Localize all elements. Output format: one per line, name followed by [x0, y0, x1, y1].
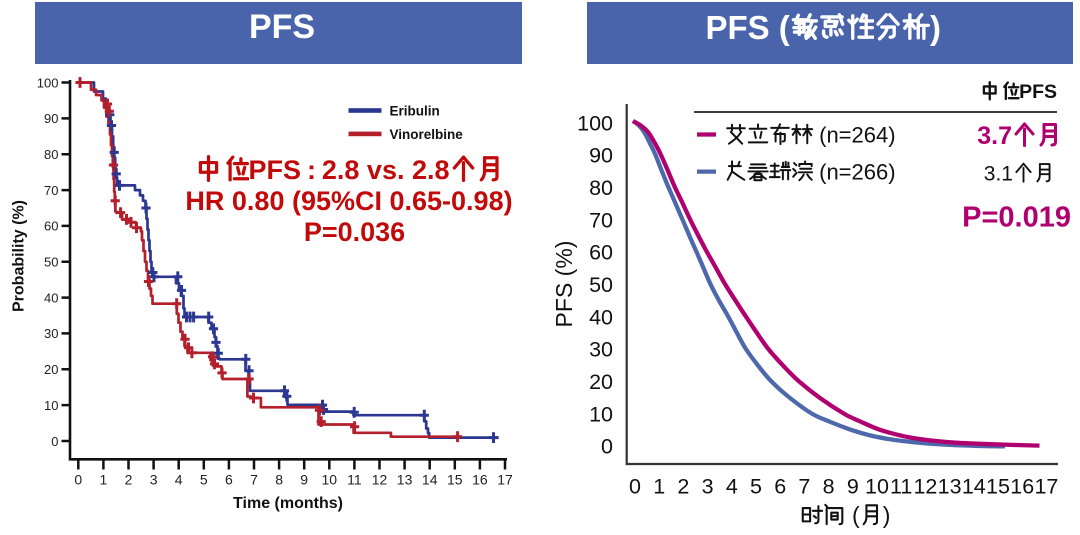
- svg-text:12: 12: [372, 472, 388, 488]
- svg-text:20: 20: [589, 370, 613, 394]
- svg-text:8: 8: [823, 475, 835, 499]
- svg-text:13: 13: [397, 472, 413, 488]
- svg-text:6: 6: [774, 475, 786, 499]
- svg-text:80: 80: [589, 176, 613, 200]
- svg-text:8: 8: [275, 472, 283, 488]
- svg-text:40: 40: [44, 290, 58, 305]
- svg-text:7: 7: [798, 475, 810, 499]
- svg-text:1: 1: [653, 475, 665, 499]
- svg-text:13: 13: [938, 475, 962, 499]
- svg-text:Time (months): Time (months): [233, 495, 343, 512]
- svg-text:2: 2: [677, 475, 689, 499]
- svg-text:5: 5: [200, 472, 208, 488]
- svg-text:10: 10: [865, 475, 889, 499]
- svg-text:0: 0: [74, 472, 82, 488]
- svg-text:0: 0: [51, 434, 58, 449]
- svg-text:0: 0: [601, 435, 613, 459]
- svg-text:40: 40: [589, 305, 613, 329]
- svg-text:30: 30: [44, 326, 58, 341]
- svg-text:30: 30: [589, 338, 613, 362]
- svg-text:10: 10: [322, 472, 338, 488]
- svg-text:3: 3: [702, 475, 714, 499]
- svg-text:15: 15: [986, 475, 1010, 499]
- svg-text:17: 17: [1034, 475, 1058, 499]
- svg-text:Probability (%): Probability (%): [11, 200, 28, 312]
- svg-text:PFS (%): PFS (%): [551, 241, 577, 328]
- svg-text:16: 16: [1010, 475, 1034, 499]
- svg-text:0: 0: [629, 475, 641, 499]
- svg-text:50: 50: [44, 255, 58, 270]
- svg-text:14: 14: [962, 475, 986, 499]
- svg-text:10: 10: [589, 402, 613, 426]
- svg-text:7: 7: [250, 472, 258, 488]
- svg-text:1: 1: [100, 472, 108, 488]
- svg-text:20: 20: [44, 362, 58, 377]
- svg-text:90: 90: [44, 111, 58, 126]
- svg-text:15: 15: [447, 472, 463, 488]
- svg-text:6: 6: [225, 472, 233, 488]
- svg-text:12: 12: [913, 475, 937, 499]
- svg-text:14: 14: [422, 472, 438, 488]
- svg-text:17: 17: [497, 472, 513, 488]
- svg-text:50: 50: [589, 273, 613, 297]
- svg-text:16: 16: [472, 472, 488, 488]
- svg-text:100: 100: [577, 111, 613, 135]
- svg-text:60: 60: [589, 241, 613, 265]
- svg-text:70: 70: [44, 183, 58, 198]
- svg-text:10: 10: [44, 398, 58, 413]
- svg-text:2: 2: [125, 472, 133, 488]
- svg-text:4: 4: [175, 472, 183, 488]
- svg-text:90: 90: [589, 144, 613, 168]
- svg-text:60: 60: [44, 219, 58, 234]
- svg-text:Vinorelbine: Vinorelbine: [390, 127, 464, 142]
- svg-text:70: 70: [589, 208, 613, 232]
- svg-text:9: 9: [300, 472, 308, 488]
- svg-text:100: 100: [37, 75, 59, 90]
- svg-text:4: 4: [726, 475, 738, 499]
- svg-text:P=0.019: P=0.019: [962, 202, 1071, 234]
- svg-text:80: 80: [44, 147, 58, 162]
- svg-text:11: 11: [347, 472, 362, 488]
- svg-text:9: 9: [847, 475, 859, 499]
- svg-text:11: 11: [890, 475, 912, 499]
- svg-text:Eribulin: Eribulin: [390, 104, 440, 119]
- svg-text:3: 3: [150, 472, 158, 488]
- svg-text:5: 5: [750, 475, 762, 499]
